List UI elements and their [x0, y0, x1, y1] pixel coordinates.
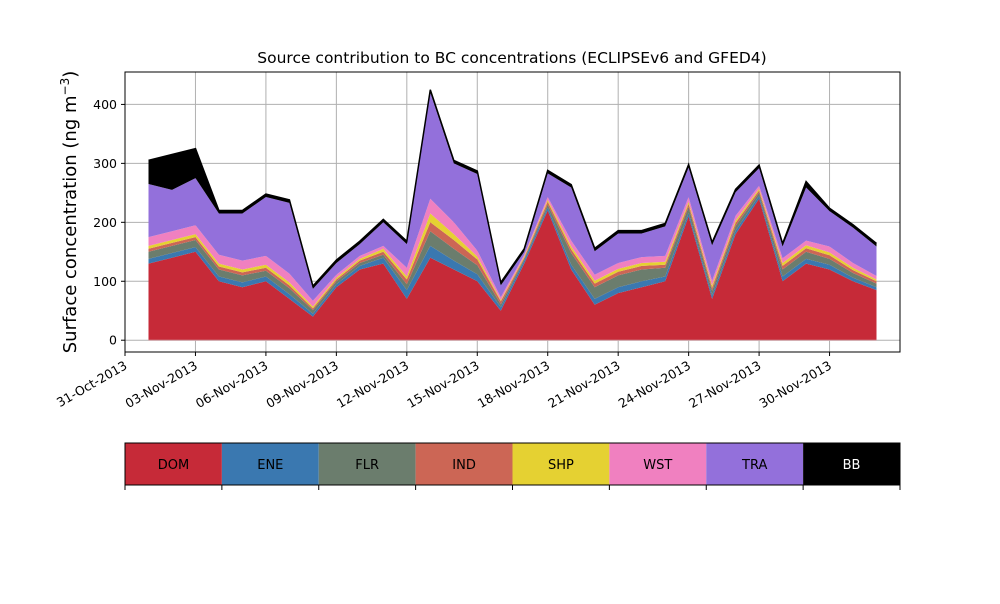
legend-swatch-ind [415, 443, 513, 485]
total-line [148, 89, 877, 288]
legend-label-shp: SHP [548, 458, 574, 473]
legend-label-dom: DOM [158, 458, 189, 473]
legend-label-bb: BB [843, 458, 861, 473]
legend-swatch-wst [609, 443, 707, 485]
legend-swatch-shp [512, 443, 610, 485]
legend-swatch-dom [125, 443, 222, 485]
legend-label-flr: FLR [355, 458, 379, 473]
y-axis-label-close: ) [60, 71, 81, 78]
legend-label-wst: WST [643, 458, 672, 473]
legend-swatch-ene [221, 443, 319, 485]
y-tick-label: 0 [109, 333, 117, 348]
legend-label-ind: IND [452, 458, 476, 473]
legend-label-ene: ENE [257, 458, 283, 473]
y-tick-label: 200 [93, 215, 117, 230]
legend-swatch-flr [318, 443, 416, 485]
plot-frame [124, 71, 901, 353]
y-axis-label-text: Surface concentration (ng m [60, 95, 81, 353]
legend-swatch-bb [803, 443, 900, 485]
legend-colorbar: DOM ENE FLR IND SHP WST TRA BB [124, 442, 901, 490]
y-tick-label: 300 [93, 156, 117, 171]
plot-areas [148, 89, 877, 341]
area-dom [148, 198, 877, 341]
y-axis-label: Surface concentration (ng m−3) [58, 71, 81, 354]
chart-title: Source contribution to BC concentrations… [257, 49, 766, 67]
legend-swatch-tra [706, 443, 804, 485]
y-axis-label-sup: −3 [58, 78, 72, 96]
y-tick-label: 100 [93, 274, 117, 289]
y-tick-label: 400 [93, 97, 117, 112]
legend-label-tra: TRA [741, 458, 767, 473]
